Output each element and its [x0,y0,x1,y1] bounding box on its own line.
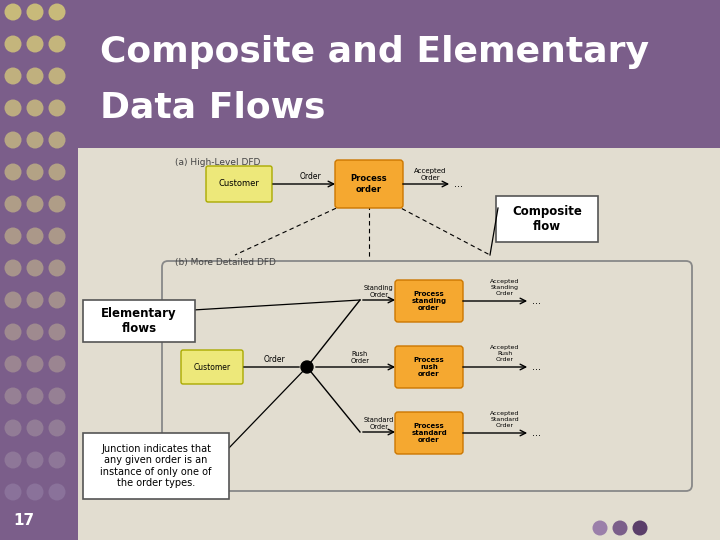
Circle shape [4,3,22,21]
Text: Composite
flow: Composite flow [512,205,582,233]
Circle shape [27,355,43,373]
FancyBboxPatch shape [395,412,463,454]
Circle shape [27,292,43,308]
Text: Accepted
Rush
Order: Accepted Rush Order [490,346,520,362]
Circle shape [48,292,66,308]
FancyBboxPatch shape [83,433,229,499]
Text: (a) High-Level DFD: (a) High-Level DFD [175,158,261,167]
Circle shape [48,68,66,84]
FancyBboxPatch shape [496,196,598,242]
Circle shape [27,3,43,21]
Text: Rush
Order: Rush Order [351,351,369,364]
FancyBboxPatch shape [206,166,272,202]
FancyBboxPatch shape [395,280,463,322]
FancyBboxPatch shape [181,350,243,384]
FancyBboxPatch shape [395,346,463,388]
Text: ...: ... [532,428,541,438]
Circle shape [4,195,22,213]
FancyBboxPatch shape [83,300,195,342]
Circle shape [4,164,22,180]
Circle shape [48,260,66,276]
Circle shape [27,260,43,276]
Circle shape [27,68,43,84]
Circle shape [27,164,43,180]
Circle shape [27,323,43,341]
Circle shape [593,521,608,536]
Text: Composite and Elementary: Composite and Elementary [100,35,649,69]
Text: Accepted
Order: Accepted Order [414,168,446,181]
Text: Accepted
Standard
Order: Accepted Standard Order [490,411,520,428]
Circle shape [27,420,43,436]
Circle shape [4,36,22,52]
Text: Customer: Customer [219,179,259,188]
Circle shape [48,355,66,373]
Circle shape [4,483,22,501]
Circle shape [4,292,22,308]
FancyBboxPatch shape [335,160,403,208]
Circle shape [48,132,66,148]
Circle shape [48,323,66,341]
Circle shape [48,99,66,117]
Circle shape [27,36,43,52]
Text: ...: ... [454,179,463,189]
Text: Process
rush
order: Process rush order [413,357,444,377]
Circle shape [48,3,66,21]
Circle shape [27,451,43,469]
Circle shape [27,483,43,501]
Circle shape [27,99,43,117]
Circle shape [48,451,66,469]
Circle shape [4,227,22,245]
Text: Data Flows: Data Flows [100,91,325,125]
Text: ...: ... [532,362,541,372]
Circle shape [48,388,66,404]
Circle shape [4,451,22,469]
Text: (b) More Detailed DFD: (b) More Detailed DFD [175,258,276,267]
Text: Junction indicates that
any given order is an
instance of only one of
the order : Junction indicates that any given order … [100,443,212,488]
Circle shape [632,521,647,536]
Text: Standing
Order: Standing Order [364,285,394,298]
Circle shape [48,195,66,213]
Text: Elementary
flows: Elementary flows [102,307,177,335]
Text: 17: 17 [13,513,34,528]
Text: Order: Order [299,172,321,181]
Circle shape [4,420,22,436]
Text: Standard
Order: Standard Order [364,417,394,430]
Polygon shape [0,0,78,540]
Circle shape [4,260,22,276]
Text: Process
standing
order: Process standing order [411,291,446,311]
Bar [78,0,720,148]
Text: Process
order: Process order [351,174,387,194]
Circle shape [4,99,22,117]
Circle shape [48,420,66,436]
Circle shape [4,132,22,148]
Circle shape [48,36,66,52]
Circle shape [48,483,66,501]
Text: Process
standard
order: Process standard order [411,423,447,443]
Circle shape [301,361,313,373]
Text: Accepted
Standing
Order: Accepted Standing Order [490,279,520,296]
Circle shape [4,388,22,404]
Circle shape [27,227,43,245]
Circle shape [4,323,22,341]
Circle shape [48,164,66,180]
Circle shape [27,195,43,213]
Bar [78,148,720,540]
Text: Customer: Customer [194,362,230,372]
Circle shape [4,68,22,84]
Circle shape [613,521,628,536]
Circle shape [27,388,43,404]
Circle shape [27,132,43,148]
Text: ...: ... [532,296,541,306]
Text: Order: Order [263,355,285,364]
Circle shape [48,227,66,245]
Circle shape [4,355,22,373]
